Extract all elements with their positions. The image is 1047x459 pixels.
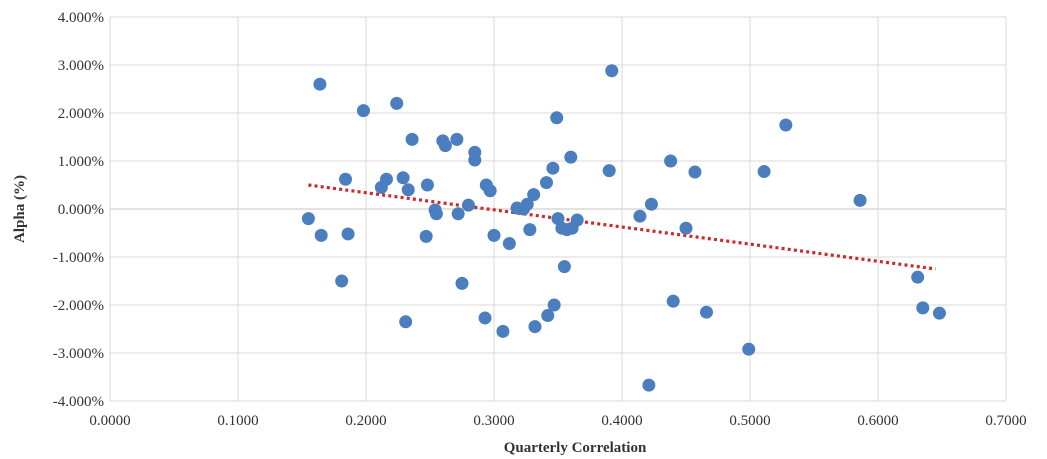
data-point [853,193,867,207]
data-point [539,176,553,190]
data-point [401,183,415,197]
data-point [666,294,680,308]
data-point [313,77,327,91]
x-tick-label: 0.0000 [89,413,130,429]
data-point [602,164,616,178]
data-point [605,64,619,78]
data-point [520,197,534,211]
data-point [688,165,702,179]
data-point [341,227,355,241]
data-point [496,324,510,338]
data-point [455,276,469,290]
x-tick-label: 0.6000 [857,413,898,429]
data-point [339,172,353,186]
data-point [547,298,561,312]
x-tick-label: 0.7000 [985,413,1026,429]
data-point [390,96,404,110]
x-tick-label: 0.5000 [729,413,770,429]
y-tick-label: 0.000% [58,202,104,218]
data-point [742,342,756,356]
data-point [301,212,315,226]
gridlines [109,16,1007,402]
y-tick-label: -2.000% [53,298,104,314]
x-axis-ticks: 0.0000 0.1000 0.2000 0.3000 0.4000 0.5000 0.60… [89,413,1026,429]
x-tick-label: 0.1000 [217,413,258,429]
data-point [932,306,946,320]
data-point [461,198,475,212]
data-point [570,213,584,227]
y-tick-label: 4.000% [58,10,104,26]
y-tick-label: -4.000% [53,394,104,410]
data-point [528,320,542,334]
data-point [633,209,647,223]
trendline-layer [308,183,936,271]
data-point [644,197,658,211]
data-point [451,207,465,221]
y-tick-label: -1.000% [53,250,104,266]
y-tick-label: -3.000% [53,346,104,362]
data-point [379,172,393,186]
x-tick-label: 0.2000 [345,413,386,429]
data-point [468,153,482,167]
y-tick-label: 3.000% [58,58,104,74]
trendline [308,183,936,271]
data-point [546,161,560,175]
data-point [679,221,693,235]
data-point [314,228,328,242]
data-point [399,315,413,329]
data-point [757,165,771,179]
y-tick-label: 2.000% [58,106,104,122]
data-point [916,301,930,315]
data-points [301,64,946,392]
data-point [664,154,678,168]
data-point [911,270,925,284]
data-point [478,311,492,325]
data-point [405,132,419,146]
data-point [523,223,537,237]
data-point [487,228,501,242]
y-axis-ticks: 4.000% 3.000% 2.000% 1.000% 0.000% -1.000% -2.… [53,10,104,410]
x-axis-title: Quarterly Correlation [504,440,647,456]
data-point [699,305,713,319]
data-point [541,309,555,323]
data-point [335,274,349,288]
data-point [502,237,516,251]
data-point [557,260,571,274]
x-tick-label: 0.4000 [601,413,642,429]
data-point [396,171,410,185]
y-tick-label: 1.000% [58,154,104,170]
data-point [438,139,452,153]
data-point [779,118,793,132]
data-point [483,184,497,198]
data-point [550,111,564,125]
data-point [429,207,443,221]
y-axis-title: Alpha (%) [12,175,28,243]
data-point [450,132,464,146]
data-point [419,229,433,243]
data-point [527,188,541,202]
data-point [564,150,578,164]
x-tick-label: 0.3000 [473,413,514,429]
data-point [420,178,434,192]
data-point [356,104,370,118]
data-point [642,378,656,392]
